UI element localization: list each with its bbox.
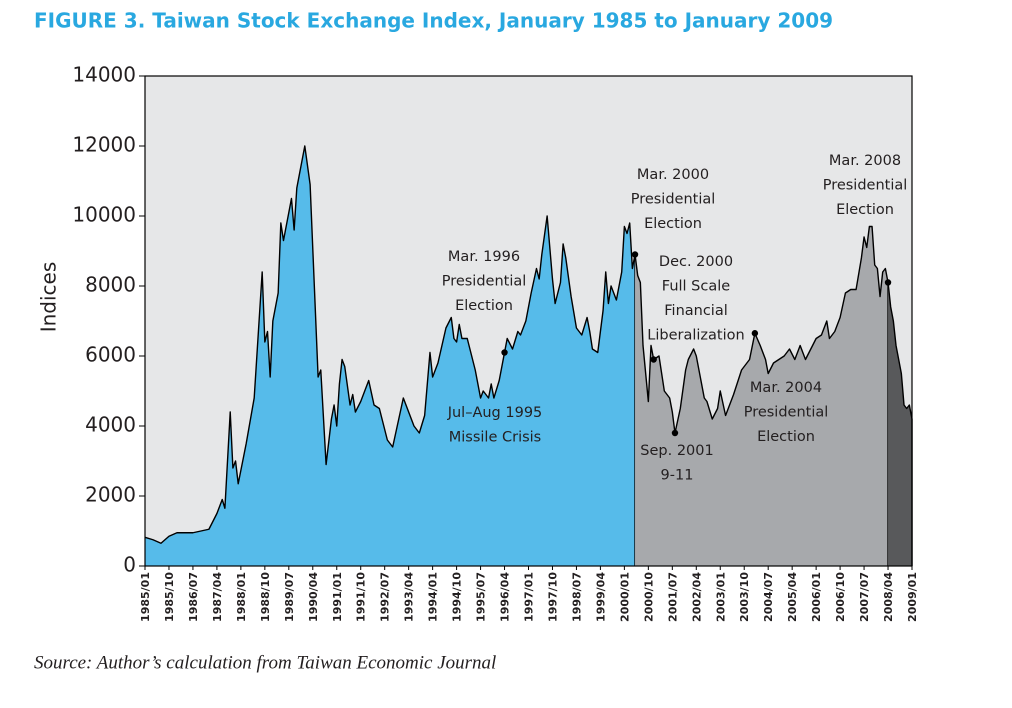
annotation-point	[631, 251, 639, 258]
y-tick-label: 10000	[72, 203, 136, 227]
x-tick-label: 2008/04	[882, 572, 895, 622]
x-tick-label: 1987/04	[211, 572, 224, 622]
x-tick-label: 2004/07	[762, 572, 775, 622]
x-tick-label: 2006/01	[810, 572, 823, 622]
annotation-text: Election	[644, 216, 702, 232]
x-tick-label: 1991/01	[331, 572, 344, 622]
x-tick-label: 2006/10	[834, 572, 847, 622]
annotation-text: Mar. 1996	[448, 249, 520, 265]
x-tick-label: 1992/07	[379, 572, 392, 622]
y-tick-label: 14000	[72, 63, 136, 87]
annotation-text: Sep. 2001	[640, 443, 713, 459]
annotation-text: Election	[836, 202, 894, 218]
annotation-text: Election	[757, 429, 815, 445]
x-tick-label: 2007/07	[858, 572, 871, 622]
x-tick-label: 1989/07	[283, 572, 296, 622]
annotation-text: Mar. 2000	[637, 167, 709, 183]
annotation-text: Jul–Aug 1995	[447, 405, 543, 421]
annotation-text: Financial	[664, 303, 728, 319]
x-tick-label: 2000/01	[618, 572, 631, 622]
x-tick-label: 1988/10	[259, 572, 272, 622]
annotation-text: Presidential	[631, 192, 716, 208]
x-tick-label: 1995/07	[475, 572, 488, 622]
y-tick-label: 12000	[72, 133, 136, 157]
x-tick-label: 1997/01	[523, 572, 536, 622]
annotation-text: Dec. 2000	[659, 254, 733, 270]
x-tick-label: 1986/07	[187, 572, 200, 622]
x-tick-label: 1999/04	[594, 572, 607, 622]
chart-title: FIGURE 3. Taiwan Stock Exchange Index, J…	[34, 9, 833, 33]
annotation-text: Missile Crisis	[449, 430, 542, 446]
y-tick-label: 0	[123, 553, 136, 577]
x-tick-label: 1994/10	[451, 572, 464, 622]
annotation-text: Presidential	[442, 274, 527, 290]
annotation-text: Mar. 2004	[750, 380, 822, 396]
annotation-point	[751, 330, 759, 337]
x-tick-label: 2005/04	[786, 572, 799, 622]
area	[888, 282, 912, 566]
x-tick-label: 2000/10	[642, 572, 655, 622]
annotation-text: Full Scale	[662, 279, 730, 295]
annotation-point	[671, 429, 679, 437]
x-tick-label: 2009/01	[906, 572, 919, 622]
x-tick-label: 1998/07	[570, 572, 583, 622]
x-tick-label: 2001/07	[666, 572, 679, 622]
annotation-point	[884, 279, 892, 286]
x-tick-label: 1985/10	[163, 572, 176, 622]
x-tick-label: 1993/04	[403, 572, 416, 622]
area	[145, 146, 636, 566]
x-tick-label: 1994/01	[427, 572, 440, 622]
x-tick-label: 1985/01	[139, 572, 152, 622]
source-note: Source: Author’s calculation from Taiwan…	[34, 652, 496, 673]
annotation-text: Election	[455, 298, 513, 314]
annotation-text: 9-11	[661, 468, 694, 484]
x-tick-label: 2003/10	[738, 572, 751, 622]
annotation-text: Liberalization	[647, 328, 744, 344]
x-tick-label: 2002/04	[690, 572, 703, 622]
annotation-text: Presidential	[823, 178, 908, 194]
area	[635, 226, 889, 566]
annotation-point	[650, 356, 657, 363]
y-axis-label: Indices	[37, 262, 61, 333]
y-tick-label: 8000	[85, 273, 136, 297]
x-tick-label: 1996/04	[499, 572, 512, 622]
y-tick-label: 4000	[85, 413, 136, 437]
x-tick-label: 1997/10	[546, 572, 559, 622]
area-outline	[634, 225, 889, 434]
x-tick-label: 1990/04	[307, 572, 320, 622]
y-tick-label: 6000	[85, 343, 136, 367]
x-tick-label: 1991/10	[355, 572, 368, 622]
annotation-text: Mar. 2008	[829, 153, 901, 169]
area-outline	[887, 282, 913, 420]
x-tick-label: 2003/01	[714, 572, 727, 622]
y-tick-label: 2000	[85, 483, 136, 507]
annotation-text: Presidential	[744, 405, 829, 421]
annotation-point	[501, 349, 508, 356]
area-outline	[144, 145, 636, 544]
x-tick-label: 1988/01	[235, 572, 248, 622]
